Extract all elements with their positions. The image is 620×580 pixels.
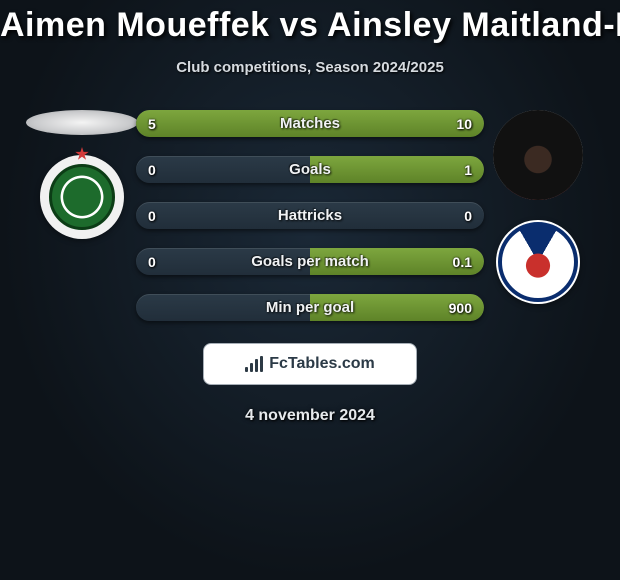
date-label: 4 november 2024 [0, 407, 620, 425]
stat-label: Min per goal [136, 294, 484, 321]
stat-label: Goals [136, 156, 484, 183]
stat-label: Matches [136, 110, 484, 137]
left-player-avatar [26, 110, 138, 135]
stat-label: Goals per match [136, 248, 484, 275]
page-title: Aimen Moueffek vs Ainsley Maitland-Niles [0, 0, 620, 45]
stat-row: 900Min per goal [136, 294, 484, 321]
right-player-column [488, 110, 588, 304]
subtitle: Club competitions, Season 2024/2025 [0, 59, 620, 76]
stat-row: 510Matches [136, 110, 484, 137]
watermark-text: FcTables.com [269, 355, 375, 373]
right-club-crest [496, 220, 580, 304]
stat-row: 01Goals [136, 156, 484, 183]
watermark-icon [245, 356, 263, 372]
stat-row: 00Hattricks [136, 202, 484, 229]
left-player-column [32, 110, 132, 239]
stat-label: Hattricks [136, 202, 484, 229]
comparison-area: 510Matches 01Goals 00Hattricks 00.1Goals pe… [0, 110, 620, 321]
left-club-crest [40, 155, 124, 239]
right-player-avatar [493, 110, 583, 200]
stat-rows: 510Matches 01Goals 00Hattricks 00.1Goals pe… [136, 110, 484, 321]
stat-row: 00.1Goals per match [136, 248, 484, 275]
watermark-box: FcTables.com [203, 343, 417, 385]
